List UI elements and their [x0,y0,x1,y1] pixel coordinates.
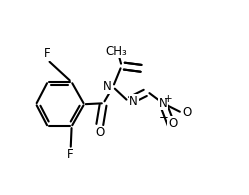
Text: O: O [95,126,104,139]
Text: F: F [67,148,74,161]
Text: O: O [168,117,177,130]
Text: +: + [164,94,173,104]
Text: O: O [182,106,191,119]
Text: N: N [129,95,138,108]
Text: F: F [44,47,51,60]
Text: N: N [103,80,112,93]
Text: CH₃: CH₃ [105,45,127,58]
Text: N: N [159,97,167,110]
Text: −: − [159,111,169,124]
